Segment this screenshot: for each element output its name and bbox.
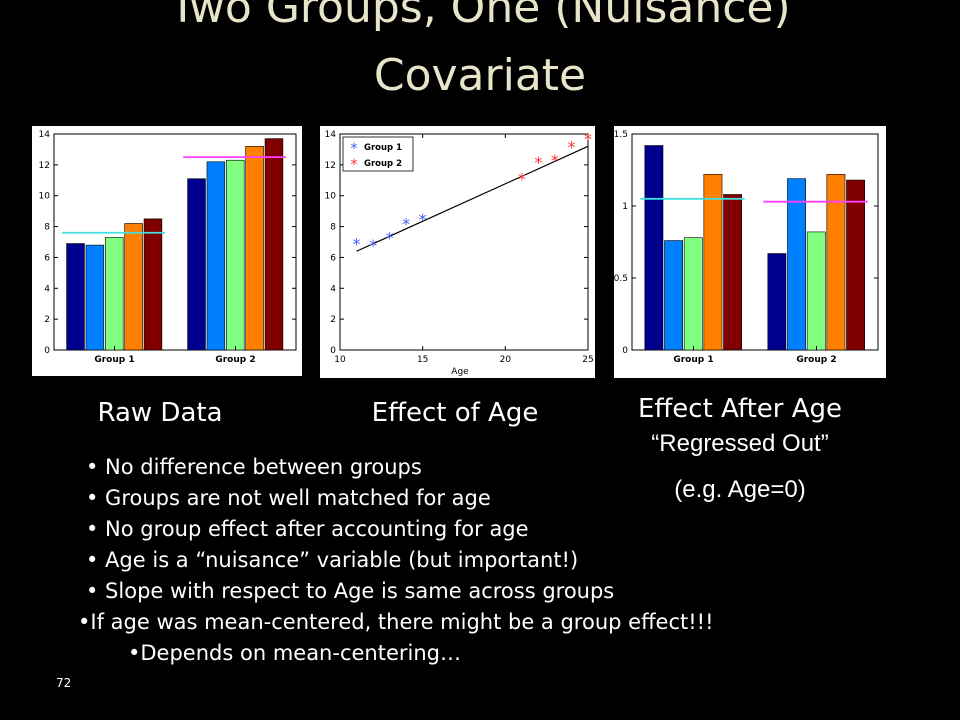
y-tick-label: 6 (330, 253, 336, 263)
bar (245, 146, 264, 351)
caption-raw-data: Raw Data (97, 398, 223, 428)
bullet-list: • No difference between groups • Groups … (76, 452, 896, 669)
bar (644, 145, 664, 351)
bullet-sub-item: •Depends on mean-centering… (128, 641, 461, 665)
bar (143, 218, 163, 351)
data-point: * (518, 170, 526, 189)
x-tick-label: 20 (500, 355, 512, 365)
data-point: * (369, 236, 377, 255)
plot-frame (53, 133, 297, 351)
x-tick-label: Group 1 (94, 355, 134, 365)
data-point: * (353, 235, 361, 254)
regressed-chart-svg: 0 0.5 1 1.5 Group 1 Group 2 (614, 130, 879, 365)
bar (226, 159, 245, 351)
bar (806, 231, 826, 351)
slide-title-line2: Covariate (373, 50, 587, 101)
data-point: * (567, 137, 575, 156)
y-tick-label: 4 (44, 284, 50, 294)
bullet-item: • No difference between groups (86, 455, 422, 479)
y-tick-label: 14 (39, 130, 51, 140)
bar (187, 178, 206, 351)
legend-marker: * (351, 141, 358, 157)
bar (723, 194, 742, 351)
legend-box (342, 136, 414, 172)
y-tick-label: 4 (330, 284, 336, 294)
y-tick-label: 12 (39, 161, 50, 171)
y-tick-label: 1.5 (614, 130, 628, 140)
bar (846, 179, 866, 351)
y-tick-label: 1 (622, 202, 628, 212)
x-tick-label: Group 1 (673, 355, 713, 365)
y-tick-label: 8 (44, 223, 50, 233)
bullet-item: • Groups are not well matched for age (86, 486, 491, 510)
plot-frame (339, 133, 589, 351)
legend-marker: * (351, 157, 358, 173)
bullet-item: •If age was mean-centered, there might b… (78, 610, 714, 634)
y-tick-label: 2 (44, 315, 50, 325)
raw-data-chart: 0 2 4 6 8 10 12 14 Group 1 Group 2 (32, 126, 302, 376)
caption-after-line2: “Regressed Out” (651, 430, 829, 457)
y-tick-label: 14 (325, 130, 337, 140)
bar (787, 178, 806, 351)
data-point: * (551, 151, 559, 170)
bar (124, 223, 143, 351)
y-tick-label: 8 (330, 223, 336, 233)
data-point: * (534, 153, 542, 172)
bullet-item: • Slope with respect to Age is same acro… (86, 579, 615, 603)
bullet-item: • No group effect after accounting for a… (86, 517, 529, 541)
x-tick-label: Group 2 (215, 355, 255, 365)
x-tick-label: Group 2 (796, 355, 836, 365)
bar (767, 253, 787, 351)
caption-effect-of-age: Effect of Age (371, 398, 539, 428)
y-tick-label: 0 (622, 346, 628, 356)
page-number: 72 (56, 676, 72, 690)
y-tick-label: 0.5 (614, 274, 628, 284)
data-point: * (419, 210, 427, 229)
bar (206, 161, 226, 351)
bar (664, 240, 683, 351)
y-tick-label: 0 (44, 346, 50, 356)
data-point: * (402, 214, 410, 233)
y-tick-label: 0 (330, 346, 336, 356)
caption-after-line1: Effect After Age (637, 394, 843, 424)
data-point: * (386, 228, 394, 247)
y-tick-label: 10 (325, 192, 337, 202)
regressed-chart: 0 0.5 1 1.5 Group 1 Group 2 (614, 126, 886, 378)
bar (683, 237, 703, 351)
y-tick-label: 6 (44, 253, 50, 263)
legend-label: Group 1 (364, 143, 402, 153)
age-effect-chart: 0 2 4 6 8 10 12 14 10 15 20 25 Age * * * * * * * * * * * Group 1… (320, 126, 595, 378)
legend-label: Group 2 (364, 159, 402, 169)
bar (703, 174, 723, 351)
bar (105, 237, 124, 351)
y-tick-label: 2 (330, 315, 336, 325)
raw-data-chart-svg: 0 2 4 6 8 10 12 14 Group 1 Group 2 (39, 130, 297, 365)
data-point: * (584, 130, 592, 149)
x-tick-label: 10 (334, 355, 346, 365)
bar (826, 174, 846, 351)
slide-title-line1: Two Groups, One (Nuisance) (169, 0, 791, 33)
bar (85, 244, 105, 351)
plot-frame (631, 133, 879, 351)
x-tick-label: 15 (417, 355, 428, 365)
bar (66, 243, 85, 351)
fit-line (356, 145, 589, 252)
bullet-item: • Age is a “nuisance” variable (but impo… (86, 548, 579, 572)
bar (264, 138, 284, 351)
y-tick-label: 10 (39, 192, 51, 202)
caption-after-line3: (e.g. Age=0) (674, 476, 806, 503)
x-tick-label: 25 (582, 355, 593, 365)
x-axis-label: Age (451, 367, 469, 377)
y-tick-label: 12 (325, 161, 336, 171)
